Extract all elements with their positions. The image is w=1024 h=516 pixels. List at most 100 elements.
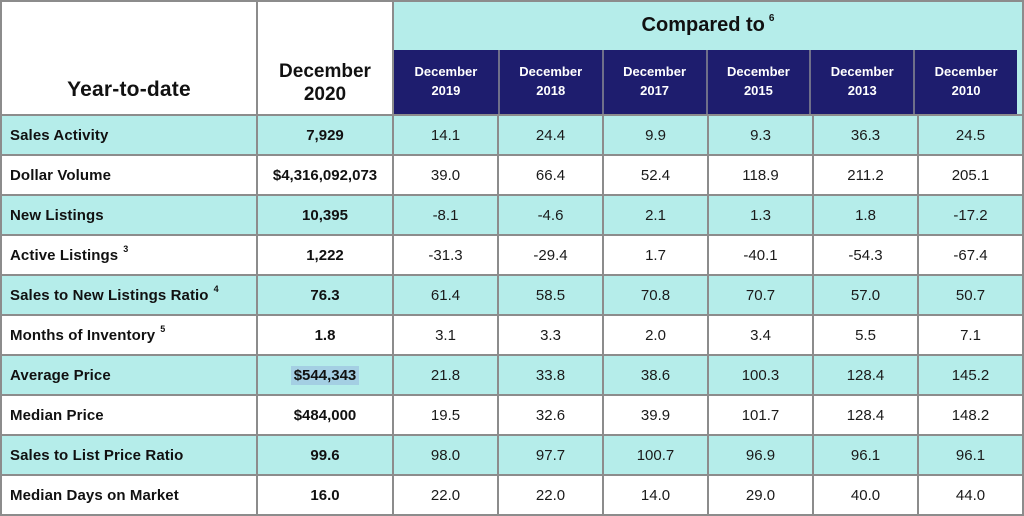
comparison-value: 128.4 (812, 396, 917, 434)
column-header-december-2019: December 2019 (394, 50, 498, 114)
row-label: Dollar Volume (2, 156, 256, 194)
comparison-value: 9.3 (707, 116, 812, 154)
table-row-average-price: Average Price $544,343 21.8 33.8 38.6 10… (2, 354, 1022, 394)
row-label: Sales to List Price Ratio (2, 436, 256, 474)
column-header-december-2013: December 2013 (809, 50, 914, 114)
table-row-months-of-inventory: Months of Inventory 5 1.8 3.1 3.3 2.0 3.4… (2, 314, 1022, 354)
comparison-value: 3.3 (497, 316, 602, 354)
comparison-value: 14.0 (602, 476, 707, 514)
table-row-median-price: Median Price $484,000 19.5 32.6 39.9 101… (2, 394, 1022, 434)
row-label: Median Price (2, 396, 256, 434)
row-label: Sales to New Listings Ratio 4 (2, 276, 256, 314)
row-label: Average Price (2, 356, 256, 394)
comparison-value: 39.9 (602, 396, 707, 434)
comparison-value: 24.5 (917, 116, 1022, 154)
comparison-value: 1.3 (707, 196, 812, 234)
comparison-value: 7.1 (917, 316, 1022, 354)
comparison-value: 211.2 (812, 156, 917, 194)
current-value: 76.3 (256, 276, 392, 314)
comparison-value: 21.8 (392, 356, 497, 394)
compared-to-header-group: Compared to 6 December 2019 December 2018… (392, 2, 1022, 114)
comparison-value: 70.8 (602, 276, 707, 314)
current-value: 10,395 (256, 196, 392, 234)
comparison-value: 40.0 (812, 476, 917, 514)
year-to-date-label: Year-to-date (67, 78, 191, 101)
comparison-value: -67.4 (917, 236, 1022, 274)
comparison-value: -29.4 (497, 236, 602, 274)
comparison-value: -17.2 (917, 196, 1022, 234)
comparison-value: -54.3 (812, 236, 917, 274)
comparison-value: 100.7 (602, 436, 707, 474)
compared-to-banner: Compared to 6 (394, 2, 1022, 48)
comparison-value: 29.0 (707, 476, 812, 514)
table-row-new-listings: New Listings 10,395 -8.1 -4.6 2.1 1.3 1.… (2, 194, 1022, 234)
comparison-value: 70.7 (707, 276, 812, 314)
comparison-value: 5.5 (812, 316, 917, 354)
comparison-value: 36.3 (812, 116, 917, 154)
table-row-sales-activity: Sales Activity 7,929 14.1 24.4 9.9 9.3 3… (2, 114, 1022, 154)
comparison-value: 96.1 (917, 436, 1022, 474)
comparison-value: 145.2 (917, 356, 1022, 394)
comparison-value: -4.6 (497, 196, 602, 234)
current-value: 7,929 (256, 116, 392, 154)
comparison-value: 14.1 (392, 116, 497, 154)
comparison-value: 97.7 (497, 436, 602, 474)
comparison-year-headers: December 2019 December 2018 December 201… (394, 48, 1022, 114)
comparison-value: 52.4 (602, 156, 707, 194)
comparison-value: 38.6 (602, 356, 707, 394)
column-header-december-2010: December 2010 (913, 50, 1017, 114)
comparison-value: 61.4 (392, 276, 497, 314)
comparison-value: 22.0 (392, 476, 497, 514)
comparison-value: -8.1 (392, 196, 497, 234)
current-value: $4,316,092,073 (256, 156, 392, 194)
selected-text-highlight: $544,343 (290, 365, 360, 385)
comparison-value: 3.4 (707, 316, 812, 354)
table-row-sales-to-list-price-ratio: Sales to List Price Ratio 99.6 98.0 97.7… (2, 434, 1022, 474)
row-label: New Listings (2, 196, 256, 234)
comparison-value: 58.5 (497, 276, 602, 314)
year-to-date-header-cell: Year-to-date (2, 2, 256, 114)
current-period-header-cell: December 2020 (256, 2, 392, 114)
current-value: 99.6 (256, 436, 392, 474)
row-label: Months of Inventory 5 (2, 316, 256, 354)
comparison-value: 148.2 (917, 396, 1022, 434)
table-row-dollar-volume: Dollar Volume $4,316,092,073 39.0 66.4 5… (2, 154, 1022, 194)
comparison-value: 101.7 (707, 396, 812, 434)
current-value: 1,222 (256, 236, 392, 274)
comparison-value: -40.1 (707, 236, 812, 274)
row-label: Median Days on Market (2, 476, 256, 514)
comparison-value: 96.1 (812, 436, 917, 474)
comparison-value: 1.8 (812, 196, 917, 234)
column-header-december-2017: December 2017 (601, 50, 706, 114)
comparison-value: 2.1 (602, 196, 707, 234)
comparison-value: 9.9 (602, 116, 707, 154)
comparison-value: 2.0 (602, 316, 707, 354)
comparison-value: 33.8 (497, 356, 602, 394)
comparison-value: 50.7 (917, 276, 1022, 314)
table-row-active-listings: Active Listings 3 1,222 -31.3 -29.4 1.7 -… (2, 234, 1022, 274)
current-value: 16.0 (256, 476, 392, 514)
comparison-value: 24.4 (497, 116, 602, 154)
current-period-label: December 2020 (279, 61, 371, 105)
current-value: 1.8 (256, 316, 392, 354)
compared-to-footnote: 6 (768, 12, 775, 24)
current-value: $484,000 (256, 396, 392, 434)
comparison-value: 128.4 (812, 356, 917, 394)
comparison-value: 100.3 (707, 356, 812, 394)
comparison-value: 57.0 (812, 276, 917, 314)
column-header-december-2015: December 2015 (705, 50, 810, 114)
comparison-value: 118.9 (707, 156, 812, 194)
compared-to-label: Compared to (641, 13, 765, 36)
comparison-value: -31.3 (392, 236, 497, 274)
comparison-value: 3.1 (392, 316, 497, 354)
comparison-value: 66.4 (497, 156, 602, 194)
comparison-value: 39.0 (392, 156, 497, 194)
comparison-value: 98.0 (392, 436, 497, 474)
comparison-value: 1.7 (602, 236, 707, 274)
current-value: $544,343 (256, 356, 392, 394)
comparison-value: 32.6 (497, 396, 602, 434)
table-row-median-days-on-market: Median Days on Market 16.0 22.0 22.0 14.… (2, 474, 1022, 514)
comparison-value: 205.1 (917, 156, 1022, 194)
comparison-value: 44.0 (917, 476, 1022, 514)
